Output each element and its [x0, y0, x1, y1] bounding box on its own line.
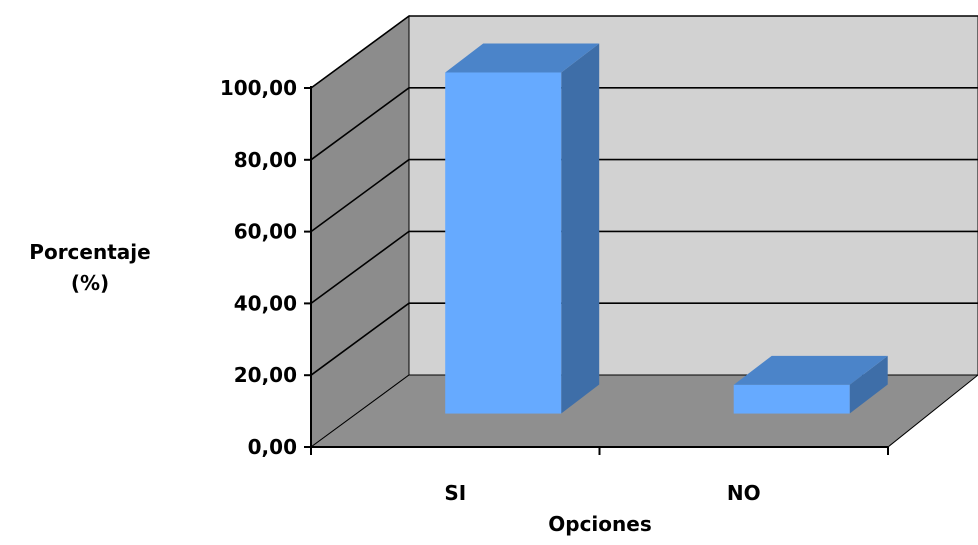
x-tick-labels: SI NO — [444, 481, 760, 505]
axes — [304, 86, 889, 455]
bar-top — [445, 43, 600, 73]
gridline — [310, 230, 978, 305]
gridlines — [310, 15, 978, 376]
gridline — [310, 158, 978, 233]
y-tick-label: 0,00 — [248, 435, 297, 459]
gridline — [310, 302, 978, 376]
x-tick-label: NO — [727, 481, 761, 505]
y-axis-label-line1: Porcentaje — [29, 240, 150, 264]
y-tick-labels: 0,00 20,00 40,00 60,00 80,00 100,00 — [220, 76, 297, 459]
y-tick-label: 100,00 — [220, 76, 297, 100]
gridline — [310, 87, 978, 161]
y-tick-label: 20,00 — [234, 363, 297, 387]
bar-side — [849, 355, 888, 414]
y-tick-label: 60,00 — [234, 220, 297, 244]
bar-front — [733, 384, 850, 414]
bar-no — [733, 355, 888, 414]
x-tick-label: SI — [444, 481, 466, 505]
bar-si — [445, 43, 600, 414]
bar-side — [561, 43, 600, 414]
x-axis-label: Opciones — [548, 512, 651, 536]
bar-front — [445, 72, 562, 414]
bar-top — [733, 355, 888, 385]
bars — [445, 43, 888, 414]
y-tick-label: 80,00 — [234, 148, 297, 172]
gridline — [310, 15, 978, 89]
y-tick-label: 40,00 — [234, 291, 297, 315]
side-wall — [310, 15, 410, 448]
y-axis-label-line2: (%) — [71, 271, 109, 295]
